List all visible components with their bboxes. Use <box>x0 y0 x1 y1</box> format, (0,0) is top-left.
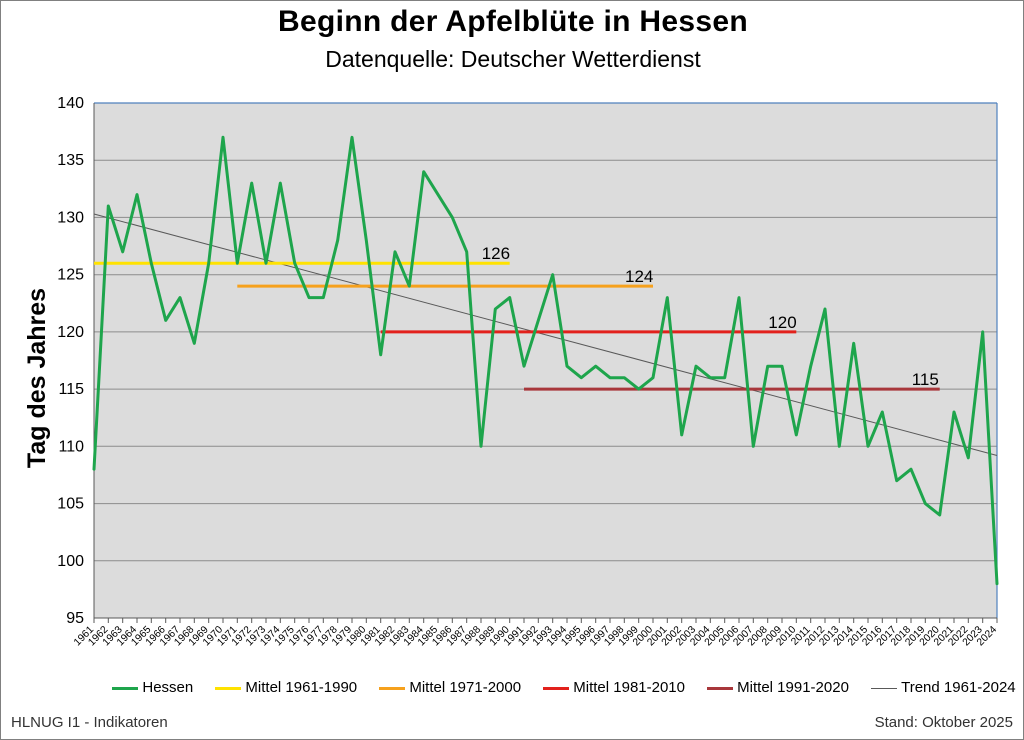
svg-text:120: 120 <box>57 324 84 341</box>
svg-text:100: 100 <box>57 553 84 570</box>
svg-text:126: 126 <box>482 244 510 263</box>
svg-text:110: 110 <box>58 438 84 455</box>
svg-text:125: 125 <box>57 267 84 284</box>
svg-text:115: 115 <box>912 370 939 389</box>
svg-text:130: 130 <box>57 209 84 226</box>
svg-text:95: 95 <box>66 610 84 627</box>
svg-text:115: 115 <box>58 381 84 398</box>
svg-text:105: 105 <box>57 496 84 513</box>
svg-text:124: 124 <box>625 267 653 286</box>
svg-text:140: 140 <box>57 95 84 112</box>
svg-text:120: 120 <box>768 313 796 332</box>
svg-text:135: 135 <box>57 152 84 169</box>
